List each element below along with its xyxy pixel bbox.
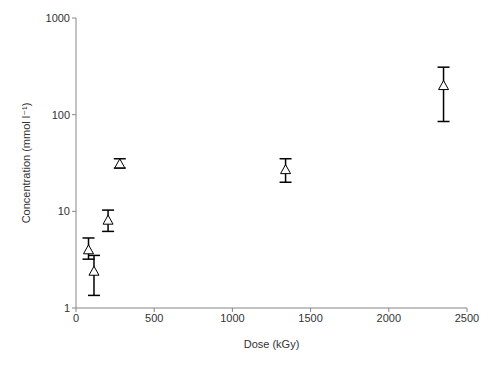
svg-text:0: 0 bbox=[73, 312, 79, 324]
svg-text:Concentration (mmol l⁻¹): Concentration (mmol l⁻¹) bbox=[20, 103, 32, 224]
svg-text:100: 100 bbox=[52, 109, 70, 121]
svg-text:1000: 1000 bbox=[220, 312, 244, 324]
svg-text:1000: 1000 bbox=[46, 12, 70, 24]
svg-text:Dose (kGy): Dose (kGy) bbox=[244, 338, 300, 350]
svg-text:1: 1 bbox=[64, 302, 70, 314]
svg-text:10: 10 bbox=[58, 205, 70, 217]
svg-text:2500: 2500 bbox=[455, 312, 479, 324]
svg-text:1500: 1500 bbox=[298, 312, 322, 324]
svg-text:500: 500 bbox=[145, 312, 163, 324]
svg-text:2000: 2000 bbox=[377, 312, 401, 324]
